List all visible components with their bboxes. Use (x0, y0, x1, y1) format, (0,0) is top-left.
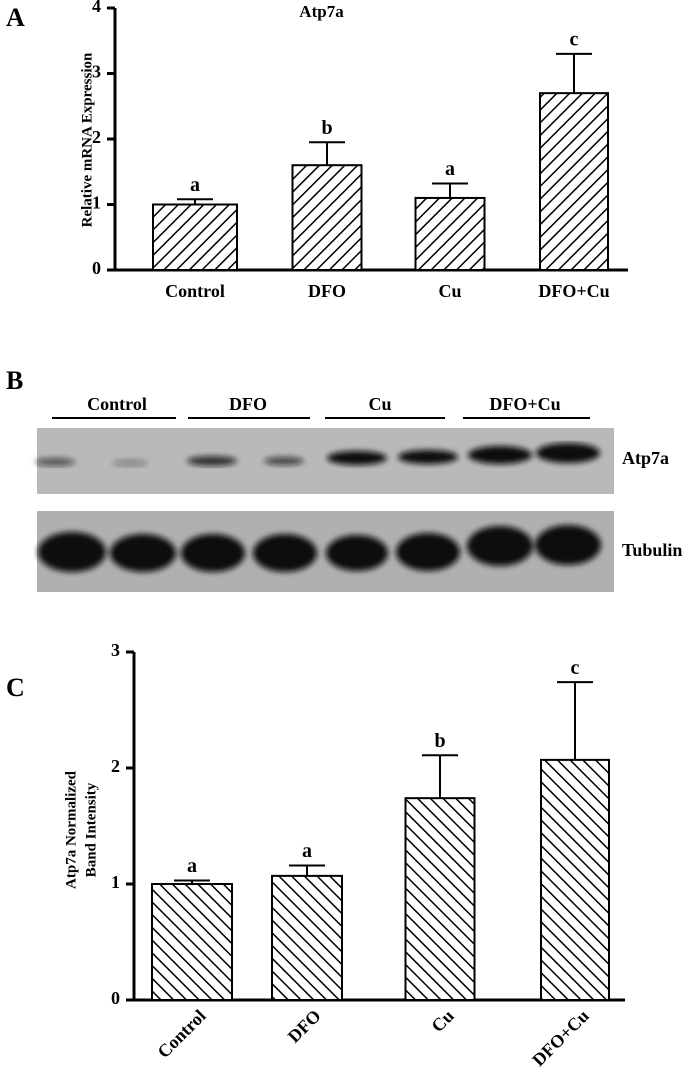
y-tick-label: 2 (111, 756, 120, 776)
group-label: DFO+Cu (489, 394, 560, 414)
x-tick-label: Cu (427, 1006, 457, 1036)
panel-label: C (6, 673, 25, 702)
panel-label: A (6, 3, 25, 32)
bar (404, 797, 476, 1001)
band-label: Tubulin (622, 540, 682, 560)
y-tick-label: 1 (111, 872, 120, 892)
value-label: a (190, 174, 200, 196)
y-axis-label: Band Intensity (83, 782, 99, 877)
x-tick-label: Control (153, 1006, 209, 1062)
y-axis-label: Relative mRNA Expression (79, 52, 95, 227)
panel-label: B (6, 366, 23, 395)
value-label: c (571, 657, 580, 679)
x-tick-label: DFO (308, 281, 346, 301)
bar (291, 164, 363, 271)
value-label: b (434, 730, 445, 752)
group-label: Control (87, 394, 147, 414)
blot: Control DFO Cu DFO+Cu (35, 394, 682, 592)
group-label: Cu (368, 394, 391, 414)
bands (35, 443, 600, 466)
x-tick-label: DFO (284, 1006, 325, 1047)
value-label: a (302, 840, 312, 862)
bar (151, 883, 233, 1001)
value-label: c (570, 28, 579, 50)
y-tick-label: 1 (92, 193, 101, 213)
x-tick-label: DFO+Cu (528, 1006, 593, 1071)
y-tick-label: 4 (92, 0, 101, 16)
x-tick-label: Control (165, 281, 225, 301)
y-tick-label: 0 (111, 988, 120, 1008)
bar (271, 874, 343, 1002)
y-tick-label: 0 (92, 258, 101, 278)
bar (414, 196, 486, 271)
group-label: DFO (229, 394, 267, 414)
value-label: a (187, 855, 197, 877)
bands (38, 525, 601, 572)
y-tick-label: 2 (92, 127, 101, 147)
x-tick-label: Cu (438, 281, 461, 301)
y-tick-label: 3 (111, 640, 120, 660)
bar (539, 92, 609, 272)
band-label: Atp7a (622, 448, 669, 468)
y-axis-label: Atp7a Normalized (63, 770, 79, 889)
bar (540, 758, 610, 1001)
bar (152, 203, 238, 271)
value-label: b (321, 117, 332, 139)
x-tick-label: DFO+Cu (538, 281, 609, 301)
y-tick-label: 3 (92, 62, 101, 82)
chart-title: Atp7a (299, 2, 344, 21)
value-label: a (445, 158, 455, 180)
